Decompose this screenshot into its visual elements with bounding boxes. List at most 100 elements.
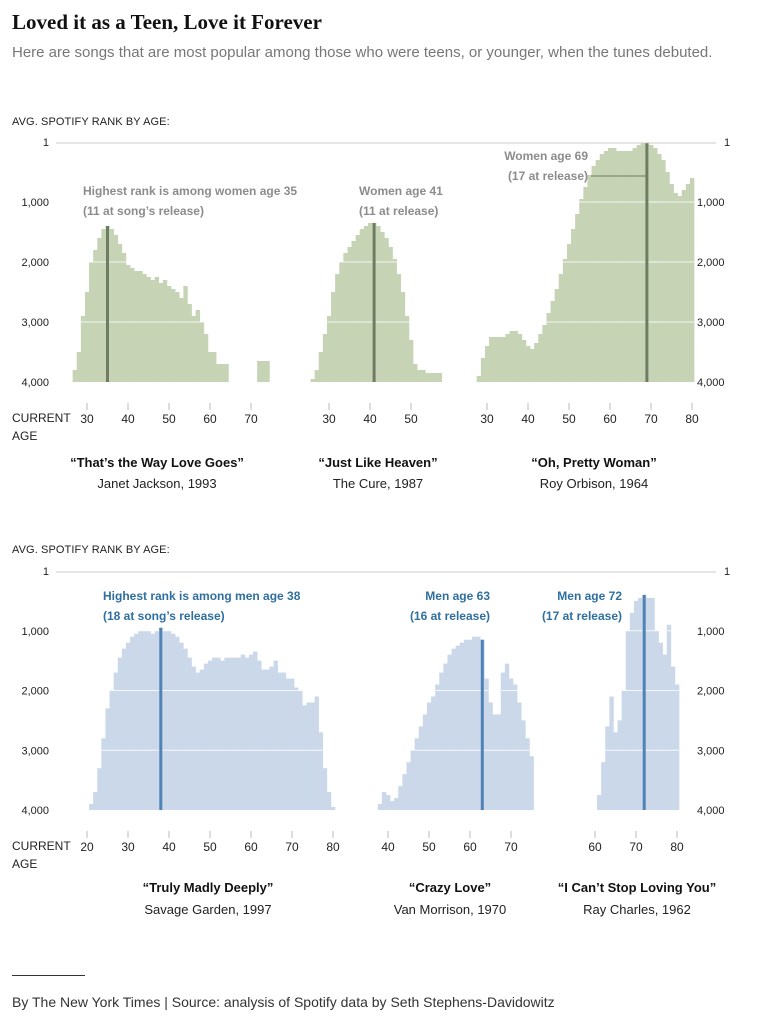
bar — [261, 361, 266, 382]
bar — [314, 370, 320, 382]
bar — [236, 657, 242, 810]
bar — [408, 340, 414, 382]
bar — [113, 672, 119, 810]
bar — [650, 597, 655, 810]
bar — [625, 630, 631, 810]
song-artist: Savage Garden, 1997 — [144, 902, 272, 917]
x-tick-label: 60 — [203, 412, 217, 426]
bar — [326, 316, 332, 382]
y-tick-label-right: 1,000 — [697, 626, 725, 638]
song-artist: Van Morrison, 1970 — [393, 902, 507, 917]
bar — [199, 669, 205, 810]
bar — [431, 696, 436, 810]
bar — [191, 666, 196, 810]
y-axis-title-men: AVG. SPOTIFY RANK BY AGE: — [12, 544, 170, 556]
bar — [550, 301, 555, 382]
bar — [154, 277, 160, 382]
song-title: “Truly Madly Deeply” — [142, 880, 274, 895]
x-tick-label: 70 — [504, 840, 518, 854]
bar — [381, 792, 387, 810]
bar — [105, 708, 110, 810]
bar — [146, 277, 151, 382]
y-tick-label-right: 1,000 — [697, 197, 725, 209]
bar — [595, 160, 601, 382]
bar — [257, 660, 262, 810]
bar — [624, 151, 629, 382]
bar — [310, 702, 315, 810]
x-tick-label: 60 — [463, 840, 477, 854]
x-tick-label: 50 — [422, 840, 436, 854]
bar — [394, 798, 399, 810]
bar — [665, 172, 670, 382]
bar — [203, 334, 209, 382]
bar — [579, 199, 584, 382]
bar — [480, 358, 486, 382]
bar — [343, 253, 348, 382]
y-tick-label-right: 3,000 — [697, 317, 725, 329]
x-tick-label: 30 — [80, 412, 94, 426]
bar — [390, 801, 395, 810]
bar — [629, 612, 635, 810]
bar — [413, 364, 418, 382]
bar — [636, 145, 642, 382]
annotation-label: Men age 72 — [557, 589, 622, 603]
bar — [195, 310, 201, 382]
bar — [380, 232, 385, 382]
bar — [620, 151, 625, 382]
song-artist: Ray Charles, 1962 — [583, 902, 691, 917]
y-tick-label-right: 3,000 — [697, 745, 725, 757]
bar — [653, 148, 658, 382]
bar — [426, 702, 432, 810]
bar — [400, 292, 406, 382]
bar — [76, 352, 82, 382]
annotation-label: Women age 69 — [504, 149, 588, 163]
bar — [425, 373, 430, 382]
x-tick-label: 40 — [162, 840, 176, 854]
bar — [207, 660, 213, 810]
bar — [171, 633, 176, 810]
bar — [363, 226, 369, 382]
y-tick-label-left: 4,000 — [21, 377, 49, 389]
bar — [488, 702, 493, 810]
x-tick-label: 30 — [322, 412, 336, 426]
bar — [501, 337, 506, 382]
song-title: “Crazy Love” — [408, 880, 492, 895]
bar — [220, 660, 225, 810]
bar — [183, 648, 188, 810]
x-tick-label: 20 — [80, 840, 94, 854]
song-title: “Just Like Heaven” — [318, 455, 438, 470]
bar — [130, 636, 135, 810]
bar — [601, 762, 606, 810]
bar — [504, 663, 510, 810]
bar — [142, 630, 147, 810]
y-tick-label-left: 3,000 — [21, 317, 49, 329]
bar — [583, 187, 588, 382]
bar — [322, 768, 328, 810]
bar — [599, 154, 605, 382]
bar — [500, 672, 506, 810]
x-tick-label: 30 — [121, 840, 135, 854]
bar — [571, 229, 576, 382]
bar — [472, 636, 477, 810]
y-tick-label-left: 2,000 — [21, 686, 49, 698]
bar — [244, 657, 250, 810]
bar — [492, 714, 497, 810]
bar — [359, 229, 365, 382]
bar — [493, 337, 498, 382]
annotation-label: Highest rank is among women age 35 — [83, 184, 297, 198]
bar — [402, 774, 407, 810]
bar — [633, 600, 639, 810]
bar — [331, 292, 336, 382]
bar — [376, 226, 381, 382]
bar — [605, 726, 610, 810]
bar — [612, 148, 617, 382]
annotation-label: (11 at release) — [359, 204, 438, 218]
y-tick-label-right: 1 — [724, 566, 730, 578]
bar — [674, 684, 680, 810]
bar — [187, 304, 192, 382]
bar — [617, 720, 622, 810]
bar — [125, 265, 131, 382]
bar — [385, 795, 391, 810]
bar — [508, 678, 514, 810]
